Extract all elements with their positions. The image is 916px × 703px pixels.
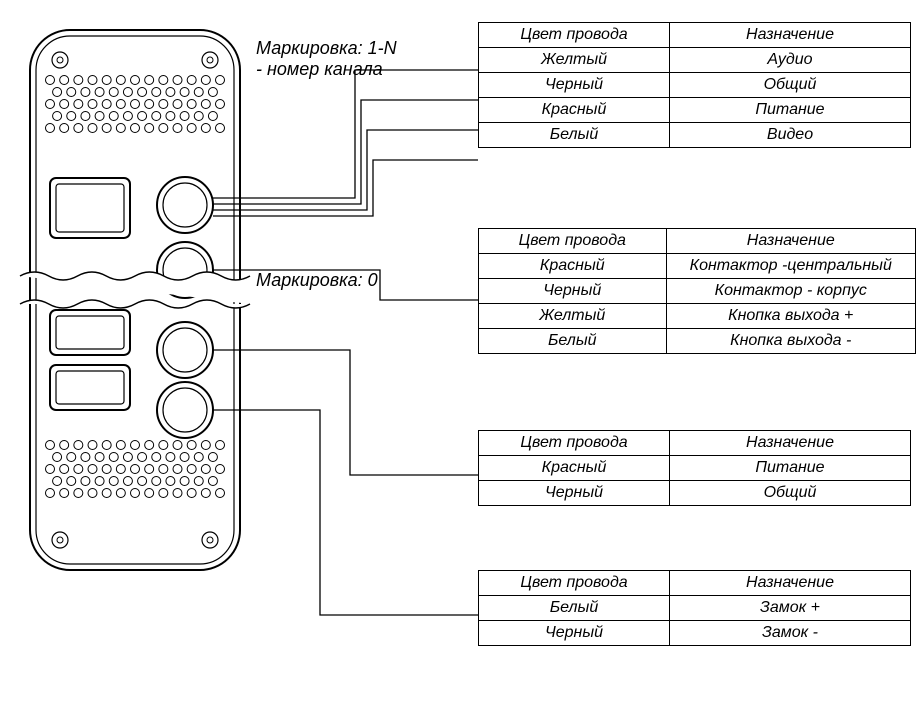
label-marking-1n: Маркировка: 1-N - номер канала — [256, 38, 397, 80]
wire-table-2: Цвет проводаНазначениеКрасныйКонтактор -… — [478, 228, 916, 354]
label-marking-0: Маркировка: 0 — [256, 270, 378, 291]
wire-table-1: Цвет проводаНазначениеЖелтыйАудиоЧерныйО… — [478, 22, 911, 148]
wiring-diagram: Маркировка: 1-N - номер канала Маркировк… — [0, 0, 916, 703]
wire-table-3: Цвет проводаНазначениеКрасныйПитаниеЧерн… — [478, 430, 911, 506]
wire-table-4: Цвет проводаНазначениеБелыйЗамок +Черный… — [478, 570, 911, 646]
